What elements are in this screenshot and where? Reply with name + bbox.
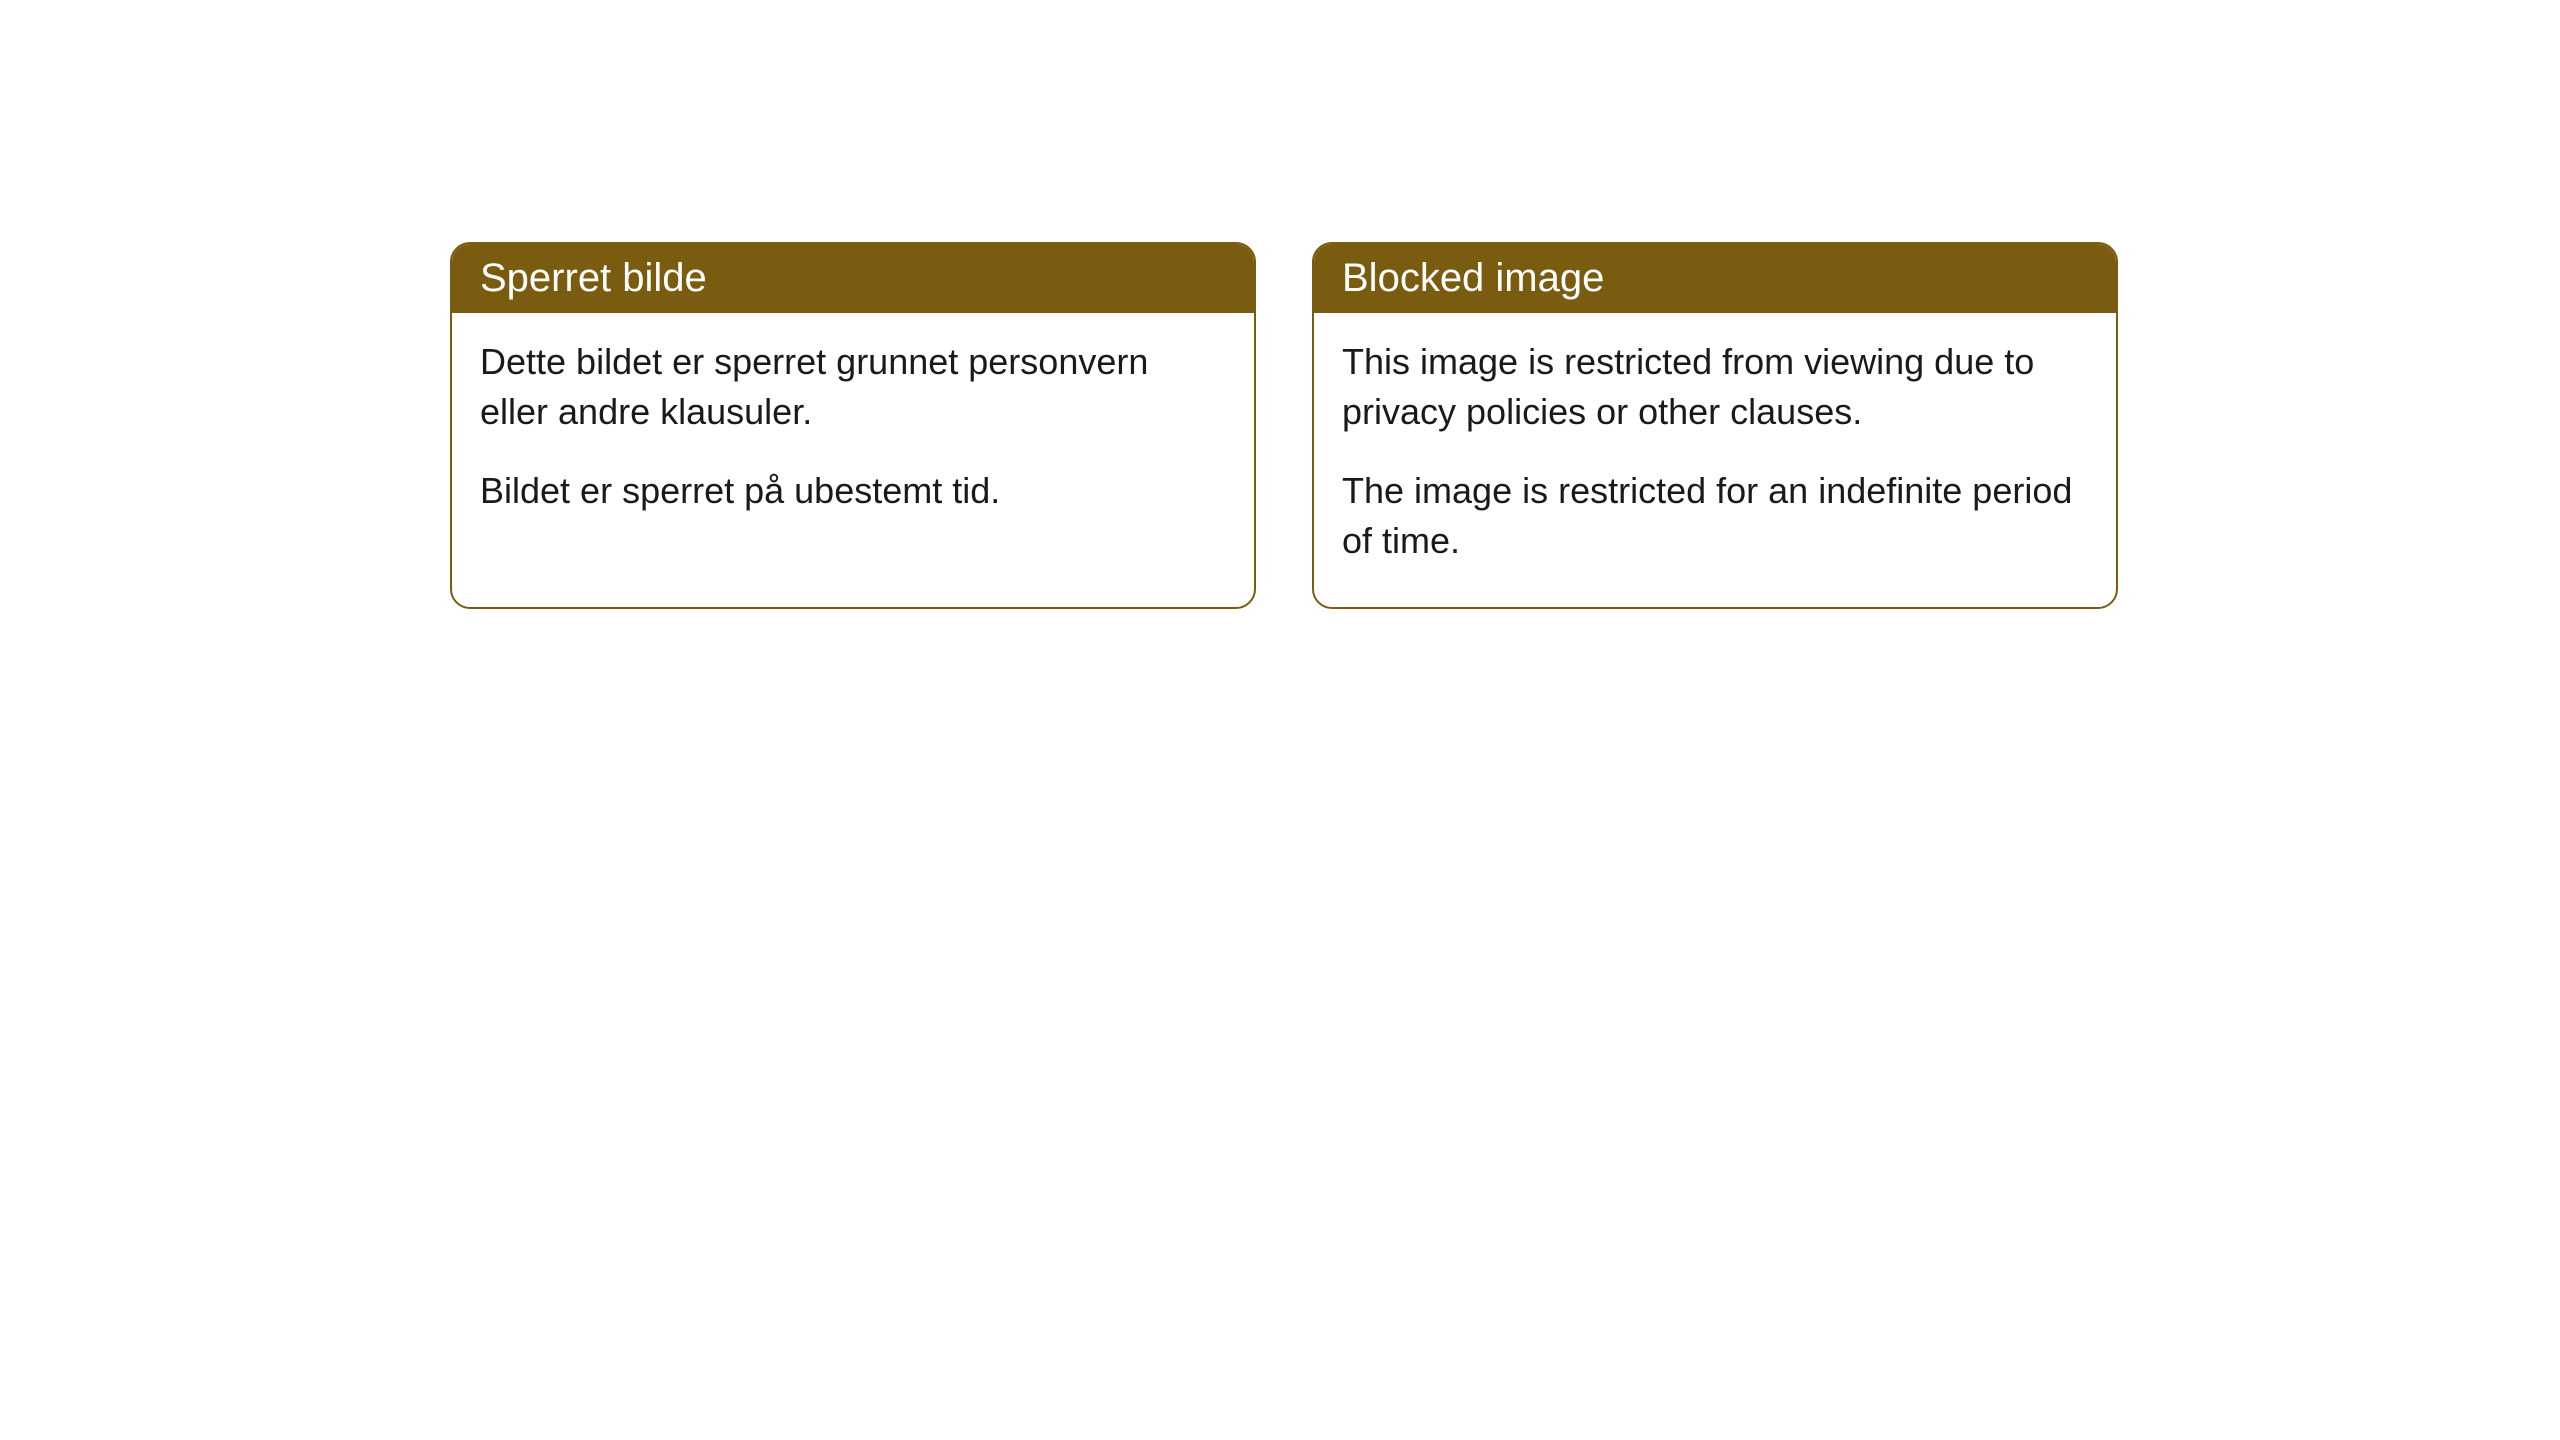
- card-header-norwegian: Sperret bilde: [452, 244, 1254, 313]
- blocked-image-card-english: Blocked image This image is restricted f…: [1312, 242, 2118, 609]
- card-body-norwegian: Dette bildet er sperret grunnet personve…: [452, 313, 1254, 556]
- blocked-image-notices: Sperret bilde Dette bildet er sperret gr…: [450, 242, 2560, 609]
- english-paragraph-1: This image is restricted from viewing du…: [1342, 337, 2088, 438]
- card-body-english: This image is restricted from viewing du…: [1314, 313, 2116, 607]
- norwegian-paragraph-2: Bildet er sperret på ubestemt tid.: [480, 466, 1226, 516]
- norwegian-paragraph-1: Dette bildet er sperret grunnet personve…: [480, 337, 1226, 438]
- card-header-english: Blocked image: [1314, 244, 2116, 313]
- english-paragraph-2: The image is restricted for an indefinit…: [1342, 466, 2088, 567]
- blocked-image-card-norwegian: Sperret bilde Dette bildet er sperret gr…: [450, 242, 1256, 609]
